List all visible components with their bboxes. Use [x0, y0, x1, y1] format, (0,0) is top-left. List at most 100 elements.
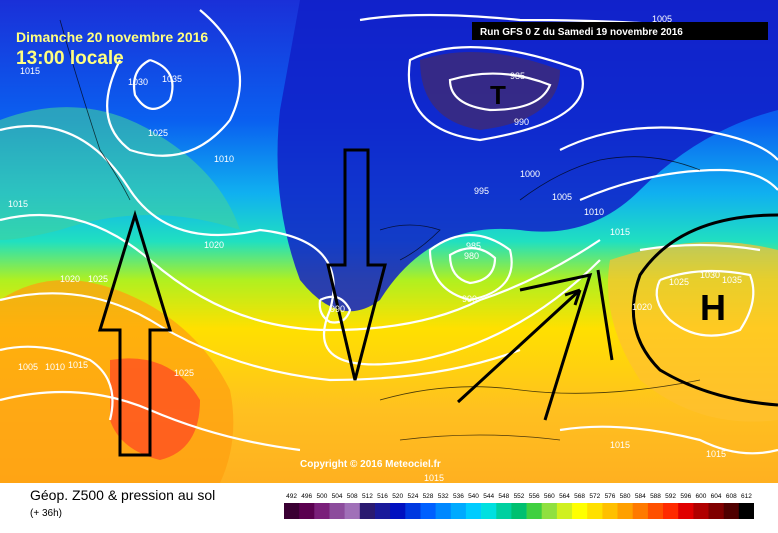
pressure-label: 1010 — [45, 362, 65, 372]
scale-swatch — [420, 503, 436, 519]
scale-swatch — [284, 503, 300, 519]
trough-zone — [277, 0, 778, 312]
pressure-label: 985 — [510, 71, 525, 81]
isobar — [559, 126, 778, 161]
coastline — [59, 19, 131, 201]
pressure-label: 1015 — [68, 360, 88, 370]
scale-swatch — [617, 503, 633, 519]
pressure-label: 1025 — [148, 128, 168, 138]
pressure-label: 990 — [330, 304, 345, 314]
legend-subtitle: (+ 36h) — [30, 508, 62, 519]
coastline — [379, 379, 701, 401]
pressure-label: 1020 — [60, 274, 80, 284]
isobar — [428, 233, 513, 302]
pressure-label: 1015 — [424, 473, 444, 483]
copyright-label: Copyright © 2016 Meteociel.fr — [300, 459, 441, 470]
scale-tick-label: 608 — [726, 493, 737, 500]
pressure-label: 990 — [514, 117, 529, 127]
scale-tick-label: 516 — [377, 493, 388, 500]
up-arrow — [97, 209, 173, 457]
weather-map: Dimanche 20 novembre 2016 13:00 locale R… — [0, 0, 778, 483]
pressure-label: 995 — [474, 186, 489, 196]
pressure-label: 1020 — [204, 240, 224, 250]
scale-swatch — [450, 503, 467, 519]
scale-tick-label: 592 — [665, 493, 676, 500]
scale-tick-label: 576 — [605, 493, 616, 500]
scale-swatch — [344, 503, 361, 519]
scale-swatch — [314, 503, 330, 519]
scale-tick-label: 496 — [301, 493, 312, 500]
isobar — [106, 9, 242, 157]
scale-tick-label: 500 — [316, 493, 327, 500]
pressure-label: 1035 — [722, 275, 742, 285]
scale-tick-label: 512 — [362, 493, 373, 500]
scale-swatch — [405, 503, 421, 519]
scale-tick-label: 508 — [347, 493, 358, 500]
diagonal-arrow — [519, 272, 593, 421]
pressure-label: 980 — [464, 251, 479, 261]
pressure-label: 1010 — [214, 154, 234, 164]
scale-swatch — [723, 503, 740, 519]
date-label: Dimanche 20 novembre 2016 — [16, 29, 208, 45]
coastline — [399, 434, 561, 441]
pressure-label: 1015 — [20, 66, 40, 76]
scale-tick-label: 520 — [392, 493, 403, 500]
scale-tick-label: 544 — [483, 493, 494, 500]
scale-tick-label: 536 — [453, 493, 464, 500]
hot-core-zone — [110, 358, 200, 460]
scale-swatch — [299, 503, 315, 519]
low-core-zone — [420, 52, 560, 130]
scale-swatch — [541, 503, 558, 519]
pressure-label: 1025 — [174, 368, 194, 378]
scale-swatch — [663, 503, 679, 519]
scale-tick-label: 604 — [711, 493, 722, 500]
scale-swatch — [465, 503, 482, 519]
scale-tick-label: 528 — [423, 493, 434, 500]
time-label: 13:00 locale — [16, 48, 124, 69]
pressure-label: 1015 — [8, 199, 28, 209]
coastline — [379, 224, 441, 261]
scale-tick-label: 580 — [620, 493, 631, 500]
scale-tick-label: 492 — [286, 493, 297, 500]
isobar — [639, 243, 761, 252]
pressure-label: 1030 — [128, 77, 148, 87]
scale-tick-label: 556 — [529, 493, 540, 500]
scale-tick-label: 560 — [544, 493, 555, 500]
isobar — [655, 269, 755, 337]
isobar — [448, 72, 552, 112]
scale-swatch — [708, 503, 724, 519]
scale-tick-label: 612 — [741, 493, 752, 500]
diagonal-arrow — [456, 288, 582, 404]
scale-swatch — [526, 503, 543, 519]
pressure-labels: 1005 1015 1030 1035 1025 1010 1015 1020 … — [8, 14, 742, 459]
scale-tick-label: 524 — [407, 493, 418, 500]
scale-swatch — [678, 503, 694, 519]
isobar — [132, 58, 174, 110]
scale-tick-label: 548 — [498, 493, 509, 500]
anticyclone-arc — [631, 213, 778, 407]
isobar — [0, 292, 521, 382]
coastline — [519, 156, 701, 201]
run-banner — [472, 22, 768, 40]
scale-tick-label: 588 — [650, 493, 661, 500]
pressure-label: 1000 — [520, 169, 540, 179]
scale-tick-label: 540 — [468, 493, 479, 500]
pressure-label: 1020 — [632, 302, 652, 312]
isobar — [559, 425, 778, 455]
scale-swatch — [738, 503, 754, 519]
scale-swatch — [329, 503, 345, 519]
low-marker: T — [490, 80, 506, 110]
pressure-label: 985 — [466, 241, 481, 251]
scale-tick-label: 600 — [695, 493, 706, 500]
isobar — [407, 46, 584, 142]
coastlines — [59, 19, 701, 441]
pressure-label: 1025 — [88, 274, 108, 284]
scale-swatch — [435, 503, 452, 519]
flow-arrows — [97, 148, 614, 457]
pressure-label: 990 — [462, 294, 477, 304]
isobars — [0, 9, 778, 455]
scale-tick-label: 584 — [635, 493, 646, 500]
scale-tick-label: 504 — [332, 493, 343, 500]
isobar — [0, 124, 601, 366]
scale-tick-label: 564 — [559, 493, 570, 500]
